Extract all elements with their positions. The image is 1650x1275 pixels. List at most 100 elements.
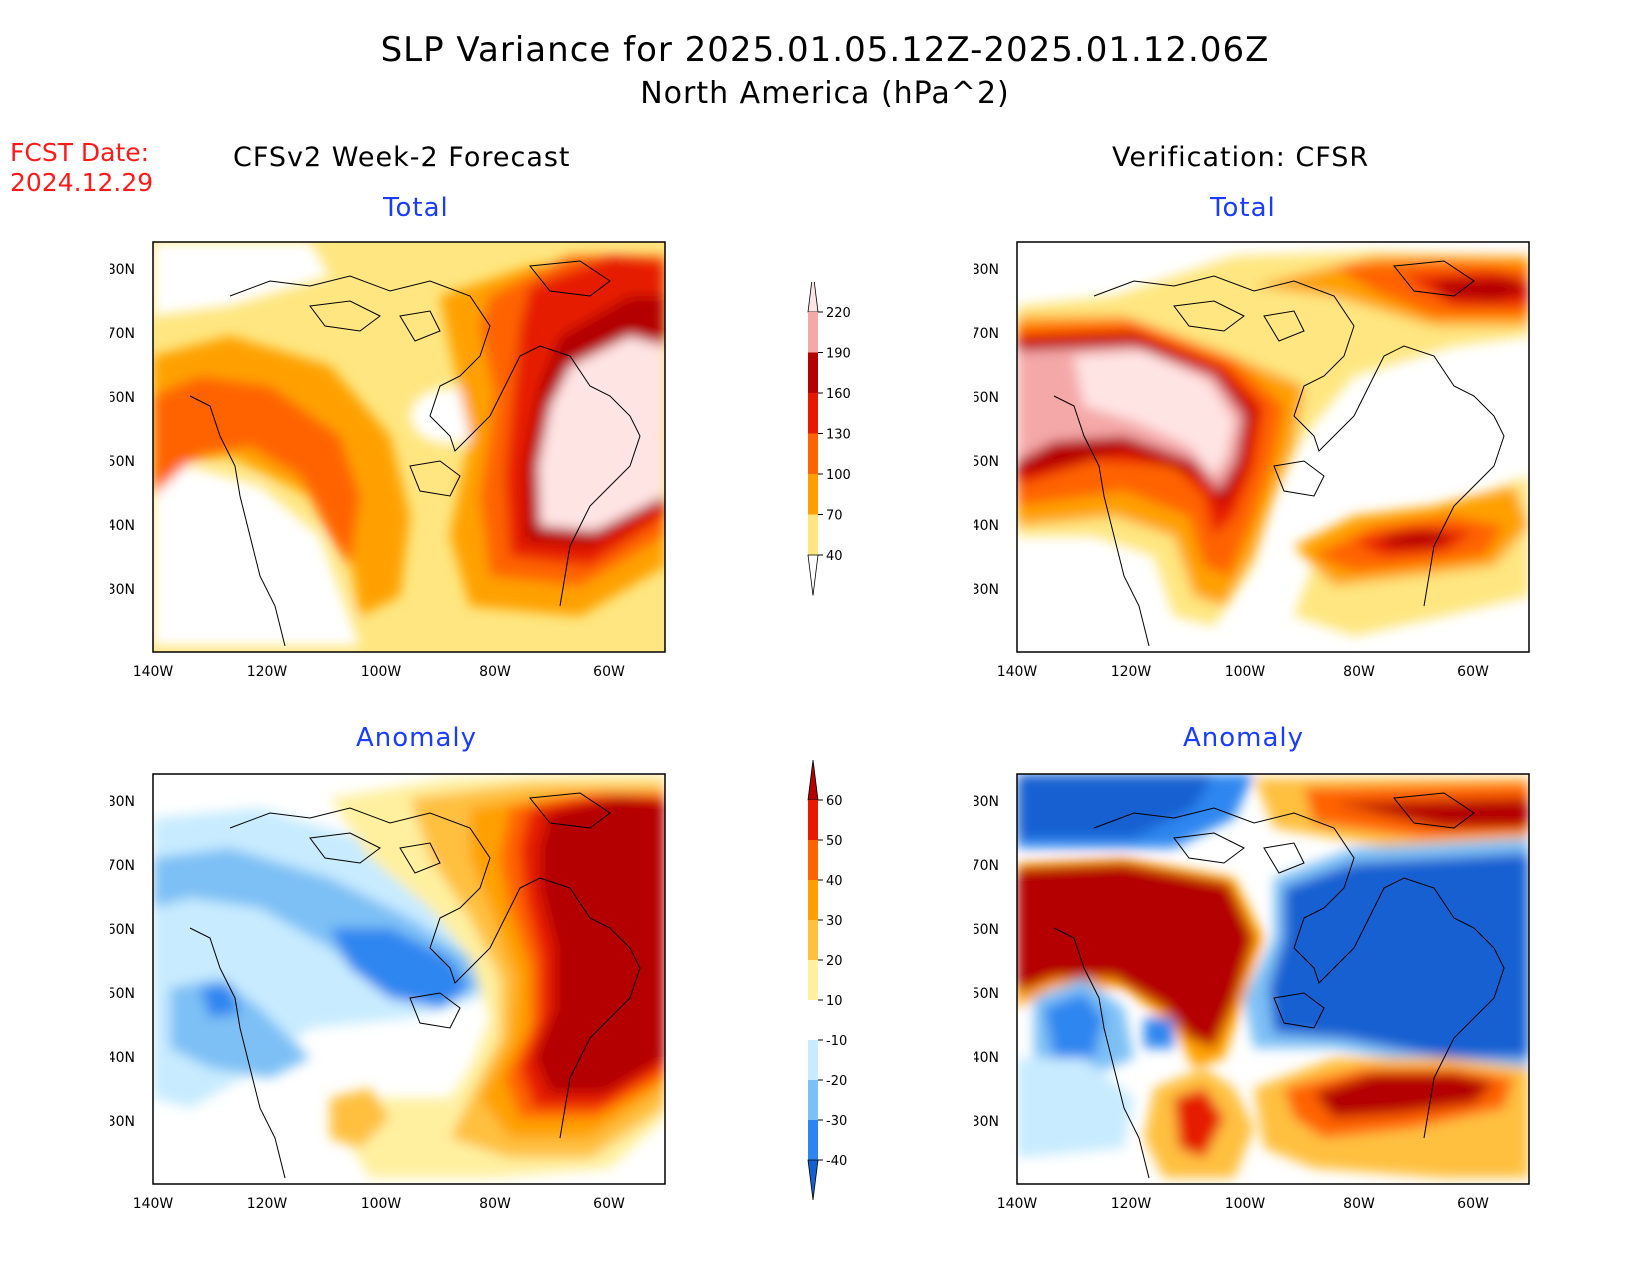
colorbar-label: 100 [826, 468, 851, 483]
lat-tick-60n: 60N [110, 922, 135, 938]
colorbar-swatch [808, 840, 818, 880]
colorbar-swatch [808, 514, 818, 555]
map-verification-anomaly: 80N 70N 60N 50N 40N 30N 140W 120W 100W 8… [974, 773, 1530, 1212]
lon-tick-120w: 120W [247, 664, 288, 680]
map-forecast-total: 80N 70N 60N 50N 40N 30N 140W 120W 100W 8… [110, 241, 666, 680]
colorbar-bottom-arrow [807, 1159, 819, 1201]
column-title-verification: Verification: CFSR [1112, 142, 1370, 173]
lat-tick-50n: 50N [974, 454, 999, 470]
colorbar-label: 10 [826, 994, 843, 1009]
colorbar-swatch [808, 1120, 818, 1160]
panel-title-forecast-anomaly: Anomaly [356, 723, 478, 753]
lon-tick-80w: 80W [1343, 1196, 1375, 1212]
colorbar-label: 130 [826, 428, 851, 443]
coastline-outline [1053, 260, 1505, 647]
map-frame [1016, 241, 1530, 653]
map-verification-total: 80N 70N 60N 50N 40N 30N 140W 120W 100W 8… [974, 241, 1530, 680]
colorbar-label: 50 [826, 834, 843, 849]
lat-tick-80n: 80N [974, 794, 999, 810]
lon-tick-120w: 120W [1111, 664, 1152, 680]
main-subtitle: North America (hPa^2) [640, 76, 1010, 111]
colorbar-label: 70 [826, 509, 843, 524]
panel-title-verification-anomaly: Anomaly [1183, 723, 1305, 753]
lat-tick-30n: 30N [974, 582, 999, 598]
colorbar-swatch [808, 312, 818, 353]
forecast-date-value: 2024.12.29 [10, 168, 154, 197]
colorbar-swatch [808, 1080, 818, 1120]
colorbar-bottom-arrow [807, 554, 819, 596]
panel-title-verification-total: Total [1210, 193, 1276, 223]
lat-tick-40n: 40N [110, 518, 135, 534]
lat-tick-70n: 70N [974, 858, 999, 874]
colorbar-label: -10 [826, 1034, 847, 1049]
lat-tick-50n: 50N [110, 454, 135, 470]
coastline-outline [1053, 792, 1505, 1179]
lon-tick-140w: 140W [133, 1196, 174, 1212]
lon-tick-80w: 80W [479, 1196, 511, 1212]
lat-tick-80n: 80N [110, 262, 135, 278]
map-forecast-anomaly: 80N 70N 60N 50N 40N 30N 140W 120W 100W 8… [110, 773, 666, 1212]
map-frame [152, 773, 666, 1185]
lat-tick-50n: 50N [974, 986, 999, 1002]
lon-tick-80w: 80W [1343, 664, 1375, 680]
colorbar-swatch [808, 1000, 818, 1040]
lat-tick-70n: 70N [110, 326, 135, 342]
main-title: SLP Variance for 2025.01.05.12Z-2025.01.… [380, 30, 1270, 70]
colorbar-label: 40 [826, 549, 843, 564]
colorbar-top-arrow [807, 282, 819, 313]
colorbar-label: 60 [826, 794, 843, 809]
lat-tick-80n: 80N [974, 262, 999, 278]
colorbar-swatch [808, 352, 818, 393]
lat-tick-40n: 40N [974, 518, 999, 534]
map-frame [1016, 773, 1530, 1185]
lon-tick-140w: 140W [997, 664, 1038, 680]
lon-tick-100w: 100W [361, 664, 402, 680]
forecast-date-label: FCST Date: [10, 138, 150, 167]
lon-tick-100w: 100W [361, 1196, 402, 1212]
lat-tick-30n: 30N [974, 1114, 999, 1130]
colorbar-label: 20 [826, 954, 843, 969]
colorbar-label: 40 [826, 874, 843, 889]
lon-tick-100w: 100W [1225, 1196, 1266, 1212]
colorbar-swatch [808, 474, 818, 515]
colorbar-label: 220 [826, 306, 851, 321]
lon-tick-140w: 140W [133, 664, 174, 680]
lon-tick-80w: 80W [479, 664, 511, 680]
panel-title-forecast-total: Total [383, 193, 449, 223]
colorbar-anomaly: 60 50 40 30 20 10 -10 -20 -30 -40 [807, 759, 847, 1201]
lat-tick-40n: 40N [110, 1050, 135, 1066]
lat-tick-70n: 70N [974, 326, 999, 342]
coastline-outline [189, 260, 641, 647]
colorbar-swatch [808, 800, 818, 840]
colorbar-label: 160 [826, 387, 851, 402]
colorbar-label: -30 [826, 1114, 847, 1129]
lat-tick-60n: 60N [974, 922, 999, 938]
lon-tick-140w: 140W [997, 1196, 1038, 1212]
lat-tick-70n: 70N [110, 858, 135, 874]
lat-tick-40n: 40N [974, 1050, 999, 1066]
lat-tick-30n: 30N [110, 1114, 135, 1130]
lon-tick-120w: 120W [1111, 1196, 1152, 1212]
lon-tick-120w: 120W [247, 1196, 288, 1212]
colorbar-total: 220 190 160 130 100 70 40 [807, 282, 851, 596]
colorbar-label: 190 [826, 347, 851, 362]
lat-tick-60n: 60N [110, 390, 135, 406]
colorbar-swatch [808, 433, 818, 474]
colorbar-label: 30 [826, 914, 843, 929]
lon-tick-60w: 60W [593, 1196, 625, 1212]
colorbar-swatch [808, 1040, 818, 1080]
map-frame [152, 241, 666, 653]
lon-tick-100w: 100W [1225, 664, 1266, 680]
coastline-outline [189, 792, 641, 1179]
lat-tick-60n: 60N [974, 390, 999, 406]
lon-tick-60w: 60W [593, 664, 625, 680]
lon-tick-60w: 60W [1457, 1196, 1489, 1212]
colorbar-swatch [808, 880, 818, 920]
forecast-date: FCST Date: 2024.12.29 [10, 138, 153, 198]
colorbar-label: -40 [826, 1154, 847, 1169]
column-title-forecast: CFSv2 Week-2 Forecast [233, 142, 571, 173]
lat-tick-80n: 80N [110, 794, 135, 810]
lat-tick-50n: 50N [110, 986, 135, 1002]
colorbar-label: -20 [826, 1074, 847, 1089]
lon-tick-60w: 60W [1457, 664, 1489, 680]
